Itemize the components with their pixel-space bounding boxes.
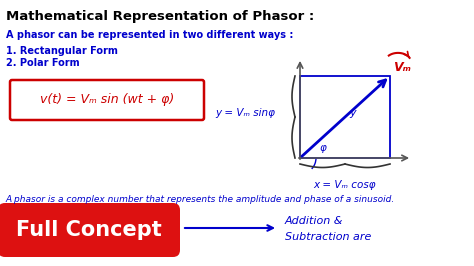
Text: x = Vₘ cosφ: x = Vₘ cosφ (314, 180, 376, 190)
Text: y: y (350, 108, 356, 118)
Text: y = Vₘ sinφ: y = Vₘ sinφ (215, 108, 275, 118)
Text: φ: φ (320, 143, 327, 153)
Text: Subtraction are: Subtraction are (285, 232, 371, 242)
Text: A phasor is a complex number that represents the amplitude and phase of a sinuso: A phasor is a complex number that repres… (5, 195, 394, 204)
Text: A phasor can be represented in two different ways :: A phasor can be represented in two diffe… (6, 30, 293, 40)
Text: Full Concept: Full Concept (16, 220, 162, 240)
Text: Mathematical Representation of Phasor :: Mathematical Representation of Phasor : (6, 10, 314, 23)
Text: v(t) = Vₘ sin (wt + φ): v(t) = Vₘ sin (wt + φ) (40, 94, 174, 106)
Text: Addition &: Addition & (285, 216, 343, 226)
Text: Vₘ: Vₘ (393, 61, 411, 74)
Text: 1. Rectangular Form: 1. Rectangular Form (6, 46, 118, 56)
FancyBboxPatch shape (0, 203, 180, 257)
FancyBboxPatch shape (10, 80, 204, 120)
Text: 2. Polar Form: 2. Polar Form (6, 58, 80, 68)
